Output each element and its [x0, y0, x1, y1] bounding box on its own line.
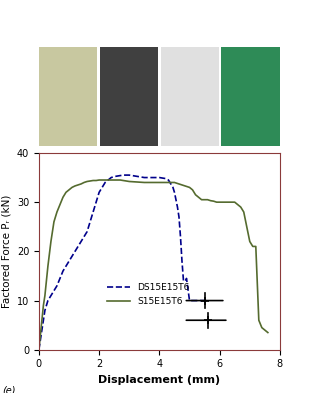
X-axis label: Displacement (mm): Displacement (mm): [98, 375, 220, 385]
DS15E15T6: [37, 347, 41, 352]
S15E15T6: [52, 219, 56, 224]
Y-axis label: Factored Force Pᵣ (kN): Factored Force Pᵣ (kN): [1, 195, 11, 308]
DS15E15T6: [184, 279, 188, 283]
S15E15T6: [124, 179, 128, 184]
Line: DS15E15T6: DS15E15T6: [39, 175, 208, 350]
S15E15T6: [37, 347, 41, 352]
S15E15T6: [173, 180, 176, 185]
S15E15T6: [109, 178, 113, 182]
Text: (b): (b): [122, 163, 136, 173]
Line: S15E15T6: S15E15T6: [39, 180, 268, 350]
Text: (c): (c): [183, 163, 196, 173]
DS15E15T6: [133, 174, 137, 178]
DS15E15T6: [206, 298, 210, 303]
Text: (d): (d): [244, 163, 258, 173]
DS15E15T6: [88, 219, 92, 224]
Text: (e): (e): [3, 385, 16, 393]
S15E15T6: [266, 330, 270, 335]
DS15E15T6: [200, 298, 203, 303]
S15E15T6: [97, 178, 101, 182]
DS15E15T6: [76, 244, 80, 249]
Text: (a): (a): [61, 163, 75, 173]
Legend: DS15E15T6, S15E15T6: DS15E15T6, S15E15T6: [104, 280, 193, 310]
DS15E15T6: [121, 173, 125, 178]
S15E15T6: [203, 197, 207, 202]
S15E15T6: [200, 197, 203, 202]
DS15E15T6: [112, 174, 116, 179]
